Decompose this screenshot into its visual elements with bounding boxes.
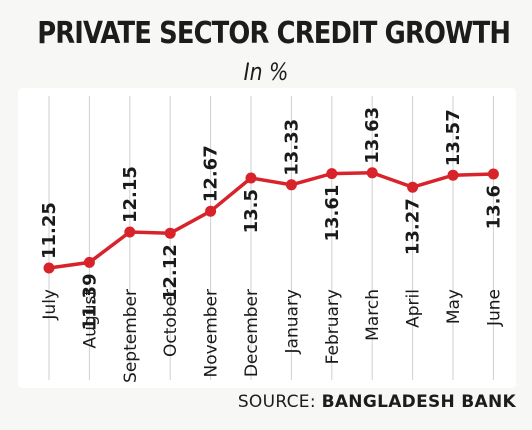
data-point-april	[407, 181, 419, 193]
data-point-september	[124, 226, 136, 238]
line-chart: 11.25 11.39 12.15 12.12 12.67 13.5 13.33 13.61 1…	[39, 96, 504, 383]
tick-label-january: January	[282, 289, 302, 354]
chart-subtitle: In %	[243, 58, 289, 86]
data-point-may	[447, 169, 459, 181]
data-label-october: 12.12	[160, 244, 181, 301]
tick-label-april: April	[404, 289, 424, 328]
chart-panel	[18, 88, 516, 388]
data-point-november	[205, 205, 217, 217]
data-label-february: 13.61	[322, 185, 343, 242]
data-points	[43, 167, 499, 274]
data-label-august: 11.39	[79, 273, 100, 330]
data-point-october	[164, 227, 176, 239]
data-label-september: 12.15	[120, 166, 141, 223]
source-prefix: SOURCE:	[237, 392, 316, 412]
tick-label-november: November	[202, 289, 222, 377]
tick-label-february: February	[323, 289, 343, 364]
tick-label-october: October	[161, 289, 181, 357]
x-axis-ticks: July August September October November Decemb…	[40, 289, 504, 383]
source-credit: SOURCE: BANGLADESH BANK	[238, 392, 516, 412]
data-point-december	[245, 172, 257, 184]
tick-label-december: December	[242, 289, 262, 377]
tick-label-june: June	[484, 289, 504, 327]
tick-label-may: May	[444, 289, 464, 324]
data-point-june	[487, 168, 499, 180]
chart-title: PRIVATE SECTOR CREDIT GROWTH	[37, 16, 511, 51]
data-point-february	[326, 168, 338, 180]
data-label-july: 11.25	[39, 202, 60, 259]
data-point-july	[43, 262, 55, 274]
tick-label-march: March	[363, 289, 383, 341]
series-line	[48, 171, 494, 270]
data-label-november: 12.67	[201, 145, 222, 202]
data-label-may: 13.57	[443, 109, 464, 166]
tick-label-july: July	[40, 289, 60, 321]
data-label-march: 13.63	[362, 107, 383, 164]
data-label-june: 13.6	[483, 185, 504, 229]
data-point-january	[285, 179, 297, 191]
data-labels: 11.25 11.39 12.15 12.12 12.67 13.5 13.33 13.61 1…	[39, 107, 504, 330]
grid	[48, 96, 494, 380]
source-name: BANGLADESH BANK	[321, 392, 516, 412]
data-point-march	[366, 167, 378, 179]
data-label-january: 13.33	[281, 119, 302, 176]
tick-label-august: August	[80, 289, 100, 349]
data-label-april: 13.27	[403, 198, 424, 255]
data-point-august	[83, 256, 95, 268]
tick-label-september: September	[121, 289, 141, 383]
data-label-december: 13.5	[241, 189, 262, 233]
